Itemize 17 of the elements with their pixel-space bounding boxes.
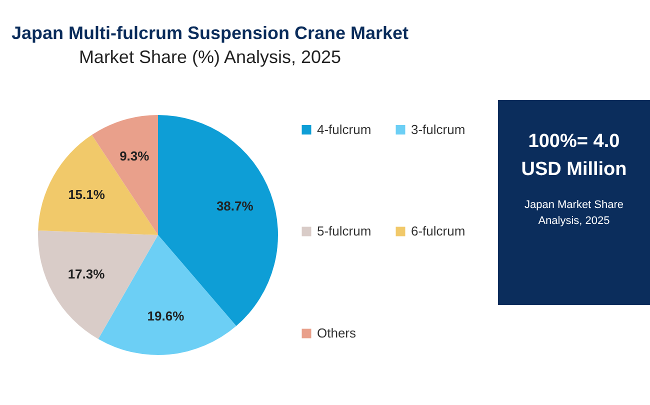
legend-label: 3-fulcrum	[411, 122, 466, 137]
data-label: 38.7%	[216, 198, 254, 214]
text: 100%= 4.0	[527, 130, 621, 154]
text: Analysis, 2025	[537, 214, 611, 229]
text: Japan Market Share	[523, 198, 625, 213]
legend-label: 4-fulcrum	[317, 122, 372, 137]
data-label: 19.6%	[147, 308, 185, 324]
legend-label: 6-fulcrum	[411, 224, 466, 238]
chart-subtitle: Market Share (%) Analysis, 2025	[78, 47, 342, 67]
data-label: 9.3%	[120, 148, 150, 164]
pie-slice	[38, 134, 158, 235]
data-label: 15.1%	[68, 186, 106, 202]
data-label: 17.3%	[68, 266, 106, 282]
legend-label: 5-fulcrum	[317, 224, 372, 238]
legend-label: Others	[317, 326, 357, 340]
chart-title: Japan Multi-fulcrum Suspension Crane Market	[11, 23, 409, 43]
text: USD Million	[520, 158, 628, 182]
